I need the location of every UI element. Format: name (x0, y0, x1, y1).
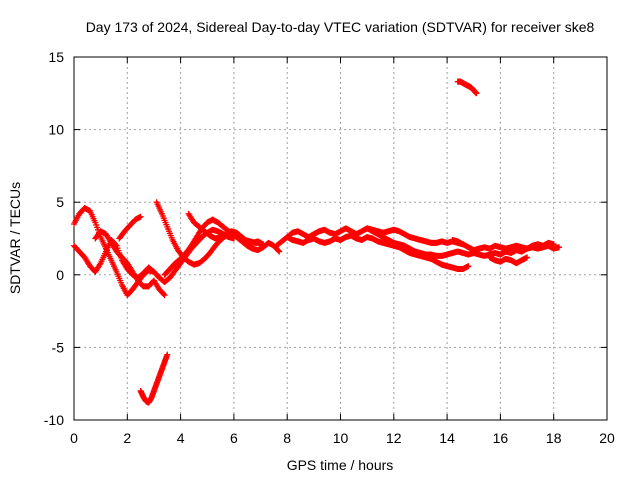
x-tick-label: 14 (439, 430, 455, 446)
data-point (524, 254, 531, 261)
y-tick-label: 5 (56, 194, 64, 210)
x-tick-label: 4 (177, 430, 185, 446)
series-arc-h (161, 216, 216, 278)
series-arc-m (486, 254, 531, 267)
y-tick-label: 0 (56, 267, 64, 283)
chart-title: Day 173 of 2024, Sidereal Day-to-day VTE… (86, 19, 595, 35)
series-arc-i (273, 225, 467, 249)
y-axis-label: SDTVAR / TECUs (7, 182, 23, 294)
data-point (275, 247, 282, 254)
series-arc-j (284, 232, 472, 272)
data-point (276, 248, 283, 255)
x-tick-label: 18 (546, 430, 562, 446)
data-point (137, 213, 144, 220)
data-point (161, 292, 168, 299)
x-tick-label: 10 (333, 430, 349, 446)
series-arc-n (137, 351, 171, 406)
data-point (209, 216, 216, 223)
y-tick-label: 10 (48, 122, 64, 138)
series-arc-c (92, 228, 168, 299)
x-tick-label: 16 (493, 430, 509, 446)
x-tick-label: 20 (599, 430, 615, 446)
data-point (550, 241, 557, 248)
data-point (257, 239, 264, 246)
x-tick-label: 0 (70, 430, 78, 446)
x-tick-label: 12 (386, 430, 402, 446)
y-tick-label: -5 (52, 339, 65, 355)
series-arc-o (454, 78, 480, 97)
x-tick-label: 2 (123, 430, 131, 446)
axis-ticks: 0 2 4 6 8 10 12 14 16 18 20 -10 -5 0 5 10 15 (44, 49, 615, 446)
series-arc-b (71, 236, 157, 281)
data-point (164, 351, 171, 358)
x-tick-label: 6 (230, 430, 238, 446)
data-point (556, 244, 563, 251)
x-tick-label: 8 (283, 430, 291, 446)
series-arc-d (116, 213, 144, 242)
y-tick-label: 15 (48, 49, 64, 65)
series-arc-l (449, 236, 557, 254)
y-tick-label: -10 (44, 412, 64, 428)
data-point (150, 268, 157, 275)
data-layer (71, 78, 563, 406)
x-axis-label: GPS time / hours (287, 457, 394, 473)
data-point (160, 291, 167, 298)
data-point (465, 263, 472, 270)
data-point (150, 268, 157, 275)
data-point (473, 90, 480, 97)
